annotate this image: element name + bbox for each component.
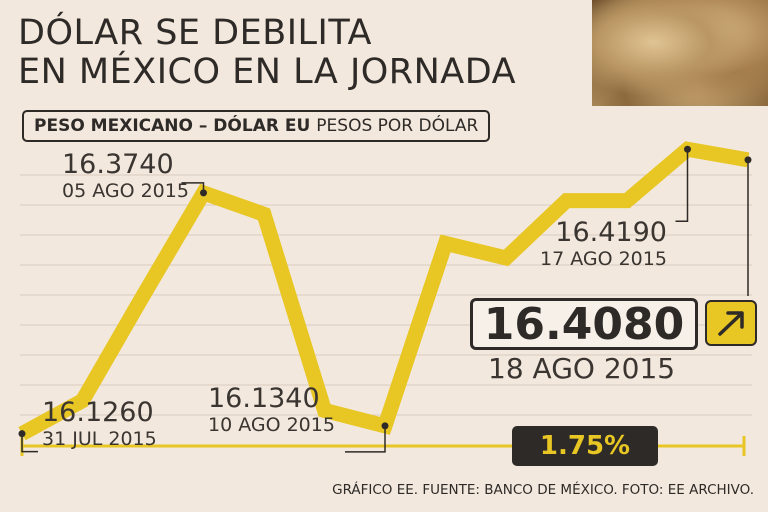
arrow-up-right-icon: [718, 311, 744, 336]
data-point-11: [684, 145, 691, 153]
leader-jul31: [21, 433, 38, 453]
callout-jul31: 16.1260 31 JUL 2015: [42, 397, 157, 451]
callout-aug17-value: 16.4190: [555, 217, 667, 248]
subtitle-series: PESO MEXICANO – DÓLAR EU: [34, 116, 311, 136]
callout-aug17: 16.4190 17 AGO 2015: [540, 217, 667, 271]
callout-aug10: 16.1340 10 AGO 2015: [208, 383, 335, 437]
leader-aug17: [675, 149, 689, 222]
data-point-0: [18, 430, 26, 438]
data-point-6: [381, 422, 389, 430]
data-point-3: [200, 189, 207, 197]
chart-subtitle: PESO MEXICANO – DÓLAR EU PESOS POR DÓLAR: [22, 110, 491, 142]
callout-aug05: 16.3740 05 AGO 2015: [62, 149, 189, 203]
callout-aug05-date: 05 AGO 2015: [62, 180, 189, 202]
callout-leaders: [21, 149, 749, 453]
title-line-1: DÓLAR SE DEBILITA: [18, 13, 372, 53]
callout-jul31-value: 16.1260: [42, 397, 154, 428]
latest-value: 16.4080: [483, 298, 685, 350]
trend-badge: [705, 300, 757, 346]
title-line-2: EN MÉXICO EN LA JORNADA: [18, 52, 517, 92]
source-note: GRÁFICO EE. FUENTE: BANCO DE MÉXICO. FOT…: [332, 482, 754, 498]
chart-points: [18, 145, 752, 438]
latest-date: 18 AGO 2015: [488, 352, 676, 385]
callout-aug10-value: 16.1340: [208, 383, 320, 414]
callout-aug10-date: 10 AGO 2015: [208, 414, 335, 436]
callout-aug05-value: 16.3740: [62, 149, 174, 180]
callout-aug17-date: 17 AGO 2015: [540, 248, 667, 270]
callout-jul31-date: 31 JUL 2015: [42, 428, 157, 450]
leader-aug10: [345, 425, 386, 453]
chart-title: DÓLAR SE DEBILITA EN MÉXICO EN LA JORNAD…: [18, 14, 516, 92]
change-percent-badge: 1.75%: [512, 426, 658, 466]
data-point-12: [744, 156, 752, 164]
change-percent: 1.75%: [539, 431, 631, 461]
subtitle-unit: PESOS POR DÓLAR: [316, 116, 479, 136]
coin-photo: [592, 0, 768, 106]
latest-value-box: 16.4080: [470, 298, 698, 350]
